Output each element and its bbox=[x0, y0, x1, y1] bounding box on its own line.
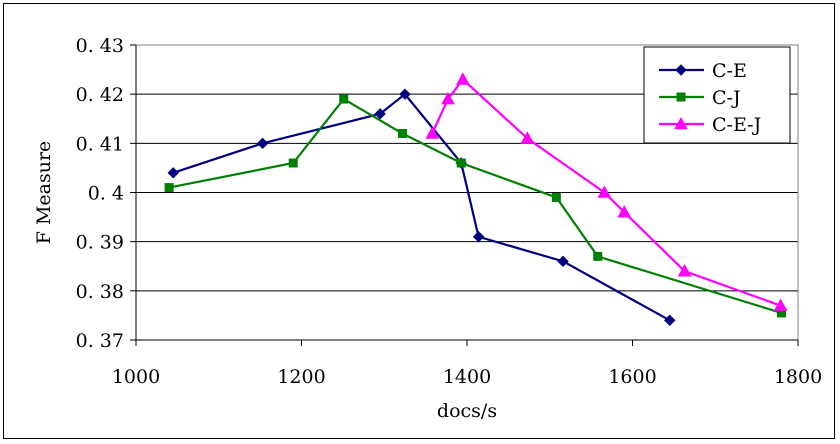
legend-label: C-E bbox=[712, 60, 747, 82]
data-point-c-e-j bbox=[773, 298, 788, 311]
data-point-c-e-j bbox=[617, 205, 632, 218]
chart-frame: 0. 37 0. 38 0. 39 0. 4 0. 41 0. 42 0. 43 1000 1… bbox=[3, 3, 835, 439]
y-tick-label: 0. 41 bbox=[76, 133, 124, 155]
data-point-c-j bbox=[339, 94, 349, 104]
line-chart: 0. 370. 380. 390. 40. 410. 420. 43 1000 1… bbox=[33, 35, 822, 422]
series-line-c-e bbox=[172, 92, 671, 322]
y-tick-label: 0. 42 bbox=[76, 84, 124, 106]
data-point-c-e-j bbox=[425, 126, 440, 139]
data-point-c-j bbox=[593, 251, 603, 261]
data-point-c-j bbox=[164, 183, 174, 193]
x-tick-label: 1600 bbox=[608, 366, 656, 388]
x-tick-label: 1800 bbox=[774, 366, 822, 388]
x-tick-label: 1200 bbox=[277, 366, 325, 388]
series-line-c-e-j bbox=[431, 77, 781, 307]
legend-box bbox=[643, 46, 791, 144]
y-tick-label: 0. 43 bbox=[76, 35, 124, 57]
data-point-c-e bbox=[374, 108, 386, 120]
data-point-c-e bbox=[557, 255, 569, 268]
y-axis-title: F Measure bbox=[33, 141, 55, 245]
data-point-c-e-j bbox=[441, 92, 455, 105]
data-point-c-j bbox=[456, 158, 466, 168]
x-tick-label: 1400 bbox=[443, 366, 491, 388]
legend-label: C-E-J bbox=[712, 114, 761, 136]
data-point-c-e bbox=[399, 88, 411, 100]
legend: C-E C-J C-E-J bbox=[643, 46, 791, 144]
data-point-c-j bbox=[551, 192, 561, 202]
y-tick-label: 0. 39 bbox=[76, 232, 124, 254]
y-tick-label: 0. 4 bbox=[88, 183, 124, 205]
data-point-c-j bbox=[288, 158, 298, 168]
legend-label: C-J bbox=[712, 87, 741, 109]
data-point-c-e-j bbox=[520, 131, 535, 144]
x-axis-title: docs/s bbox=[437, 400, 497, 422]
data-point-c-e bbox=[472, 231, 485, 243]
legend-item-c-e: C-E bbox=[659, 60, 747, 82]
data-point-c-e-j bbox=[597, 185, 612, 198]
legend-swatch-marker bbox=[676, 92, 686, 102]
x-tick-label: 1000 bbox=[112, 366, 160, 388]
data-point-c-e bbox=[256, 137, 269, 150]
y-tick-label: 0. 38 bbox=[76, 281, 124, 303]
data-point-c-e-j bbox=[677, 264, 692, 277]
data-point-c-j bbox=[397, 129, 407, 138]
x-axis-ticks: 1000 1200 1400 1600 1800 bbox=[112, 339, 822, 388]
data-point-c-e-j bbox=[456, 72, 470, 85]
data-point-c-e bbox=[664, 314, 676, 327]
legend-swatch-marker bbox=[675, 64, 687, 76]
data-point-c-e bbox=[167, 167, 179, 179]
series-c-e bbox=[167, 88, 676, 327]
y-tick-label: 0. 37 bbox=[76, 330, 124, 352]
legend-swatch-marker bbox=[674, 116, 688, 130]
legend-item-c-j: C-J bbox=[659, 87, 741, 109]
legend-item-c-e-j: C-E-J bbox=[659, 114, 761, 136]
series-line-c-j bbox=[168, 97, 782, 315]
y-axis-ticks: 0. 37 0. 38 0. 39 0. 4 0. 41 0. 42 0. 43 bbox=[76, 35, 137, 352]
series-c-j bbox=[164, 94, 786, 318]
series-group bbox=[164, 72, 788, 327]
series-c-e-j bbox=[425, 72, 788, 311]
